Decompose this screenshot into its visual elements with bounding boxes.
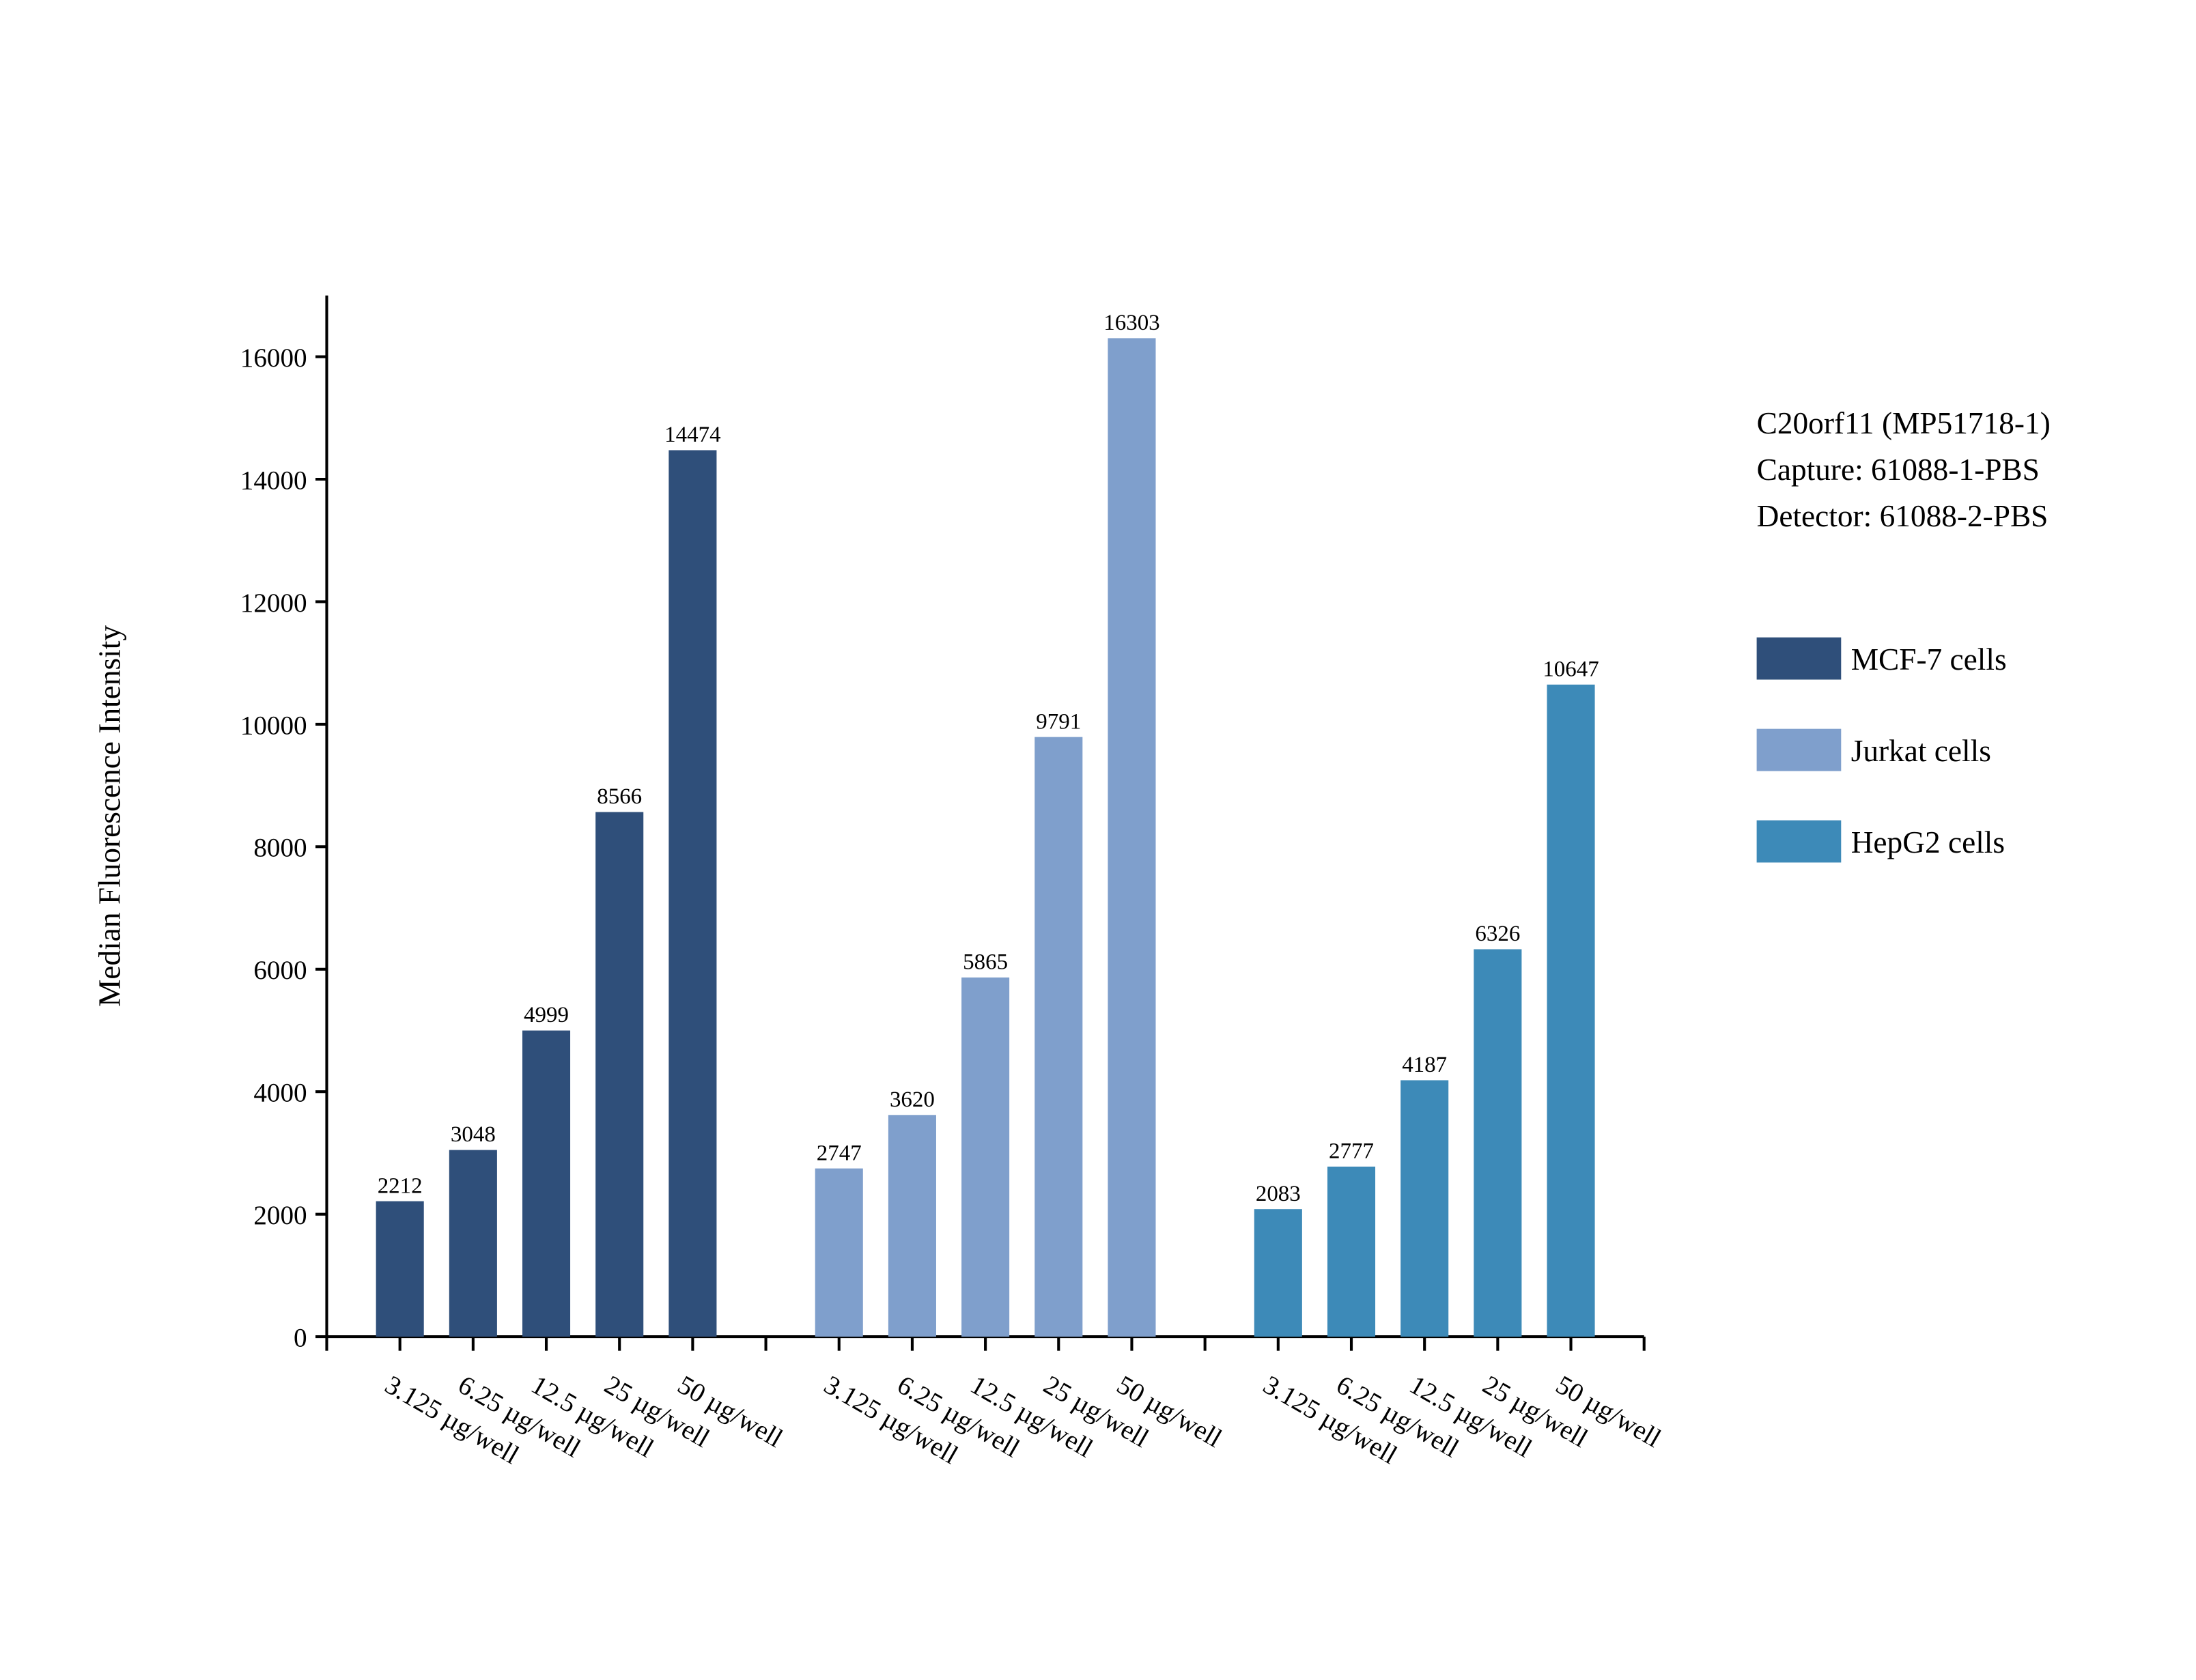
y-tick-label: 16000 bbox=[240, 343, 307, 373]
value-label: 3620 bbox=[890, 1087, 935, 1112]
y-tick-label: 12000 bbox=[240, 588, 307, 618]
value-label: 4187 bbox=[1402, 1053, 1447, 1077]
y-tick-label: 14000 bbox=[240, 466, 307, 495]
legend-label: HepG2 cells bbox=[1851, 825, 2005, 859]
bar bbox=[449, 1150, 497, 1337]
bar bbox=[1474, 949, 1522, 1337]
legend-label: Jurkat cells bbox=[1851, 734, 1991, 768]
y-tick-label: 0 bbox=[294, 1324, 307, 1353]
annotation: Capture: 61088-1-PBS bbox=[1757, 453, 2040, 487]
value-label: 2747 bbox=[817, 1141, 862, 1165]
value-label: 9791 bbox=[1036, 709, 1081, 734]
bar bbox=[1400, 1080, 1449, 1337]
annotation: C20orf11 (MP51718-1) bbox=[1757, 406, 2051, 440]
bar bbox=[1547, 684, 1595, 1337]
y-tick-label: 2000 bbox=[253, 1201, 307, 1230]
bar bbox=[888, 1115, 936, 1337]
value-label: 2212 bbox=[378, 1173, 423, 1198]
bar bbox=[1034, 737, 1083, 1337]
value-label: 4999 bbox=[524, 1003, 569, 1027]
bar bbox=[595, 812, 644, 1337]
bar bbox=[376, 1201, 424, 1337]
y-tick-label: 8000 bbox=[253, 834, 307, 863]
bar bbox=[961, 977, 1010, 1337]
bar bbox=[815, 1168, 863, 1337]
legend-swatch bbox=[1756, 820, 1842, 863]
bar bbox=[1327, 1166, 1376, 1337]
bar bbox=[522, 1030, 571, 1337]
legend-label: MCF-7 cells bbox=[1851, 642, 2007, 677]
value-label: 2083 bbox=[1256, 1182, 1301, 1206]
annotation: Detector: 61088-2-PBS bbox=[1757, 499, 2049, 533]
bar bbox=[668, 450, 717, 1337]
value-label: 14474 bbox=[664, 423, 720, 447]
y-tick-label: 10000 bbox=[240, 711, 307, 740]
y-tick-label: 4000 bbox=[253, 1079, 307, 1108]
value-label: 3048 bbox=[451, 1122, 496, 1147]
value-label: 16303 bbox=[1103, 311, 1159, 335]
value-label: 2777 bbox=[1329, 1139, 1374, 1164]
legend-swatch bbox=[1756, 728, 1842, 771]
y-axis-label: Median Fluorescence Intensity bbox=[93, 625, 127, 1007]
bar bbox=[1254, 1209, 1302, 1337]
y-tick-label: 6000 bbox=[253, 956, 307, 985]
value-label: 8566 bbox=[597, 784, 642, 809]
legend-swatch bbox=[1756, 637, 1842, 680]
value-label: 10647 bbox=[1543, 657, 1599, 681]
value-label: 6326 bbox=[1475, 922, 1520, 946]
bar bbox=[1108, 338, 1156, 1337]
value-label: 5865 bbox=[963, 950, 1008, 975]
